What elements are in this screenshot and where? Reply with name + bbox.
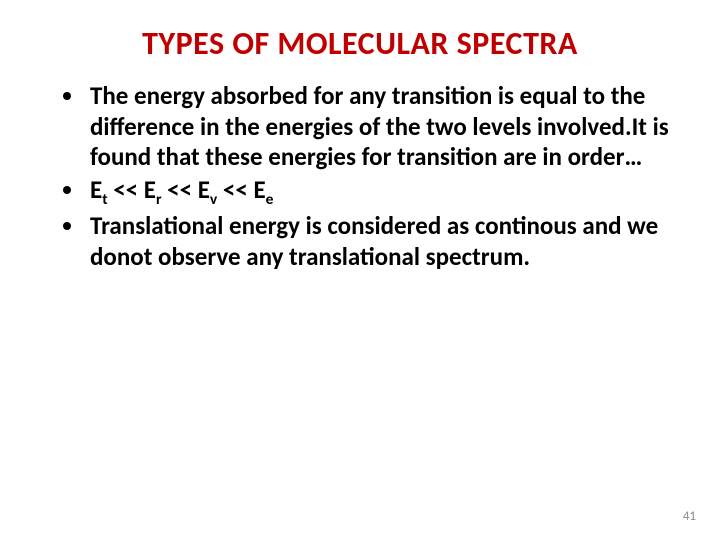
bullet-text: The energy absorbed for any transition i…: [90, 80, 669, 172]
bullet-text: Translational energy is considered as co…: [90, 210, 658, 272]
slide-title: TYPES OF MOLECULAR SPECTRA: [0, 0, 720, 81]
slide: TYPES OF MOLECULAR SPECTRA The energy ab…: [0, 0, 720, 540]
bullet-formula: Et << Er << Ev << Ee: [90, 174, 273, 205]
bullet-item: Et << Er << Ev << Ee: [86, 175, 682, 210]
bullet-list: The energy absorbed for any transition i…: [58, 81, 682, 272]
slide-body: The energy absorbed for any transition i…: [0, 81, 720, 272]
page-number: 41: [683, 509, 696, 524]
bullet-item: The energy absorbed for any transition i…: [86, 81, 682, 173]
bullet-item: Translational energy is considered as co…: [86, 211, 682, 272]
